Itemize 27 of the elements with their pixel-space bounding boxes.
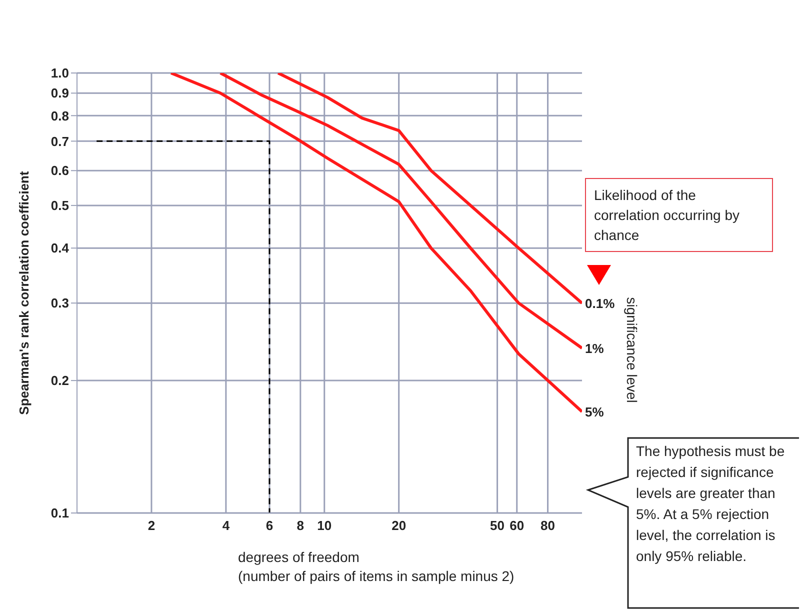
series-label: 0.1% <box>585 296 616 312</box>
x-tick-label: 80 <box>540 518 556 534</box>
x-tick-label: 60 <box>510 518 524 534</box>
x-tick-label: 10 <box>317 518 332 534</box>
x-tick-label: 20 <box>392 518 406 534</box>
y-tick-label: 0.8 <box>50 108 69 124</box>
y-axis-title: Spearman's rank correlation coefficient <box>16 171 32 415</box>
text: The hypothesis must be rejected if significance levels are greater than 5%. At a 5% rejection level, the correlation is only 95% reliable. <box>636 442 786 566</box>
x-tick-label: 4 <box>222 518 230 534</box>
y-tick-label: 0.4 <box>50 240 70 256</box>
text: Likelihood of the correlation occurring by chance <box>585 178 773 252</box>
y-tick-label: 0.1 <box>50 506 69 521</box>
x-axis-title: degrees of freedom (number of pairs of items in sample minus 2) <box>238 548 514 586</box>
x-tick-label: 8 <box>296 518 304 534</box>
y-tick-label: 0.5 <box>50 198 69 214</box>
y-tick-label: 1.0 <box>50 66 69 81</box>
x-tick-label: 2 <box>148 518 156 534</box>
x-tick-label: 6 <box>266 518 274 534</box>
series-label: 5% <box>585 404 604 420</box>
y-tick-label: 0.9 <box>50 86 69 101</box>
y-tick-label: 0.2 <box>50 373 69 388</box>
y-tick-label: 0.6 <box>50 163 69 178</box>
series-label: 1% <box>585 341 604 356</box>
y-tick-label: 0.3 <box>50 296 69 311</box>
text: significance level <box>624 297 640 403</box>
y-tick-label: 0.7 <box>50 134 69 149</box>
x-tick-label: 50 <box>490 518 505 534</box>
